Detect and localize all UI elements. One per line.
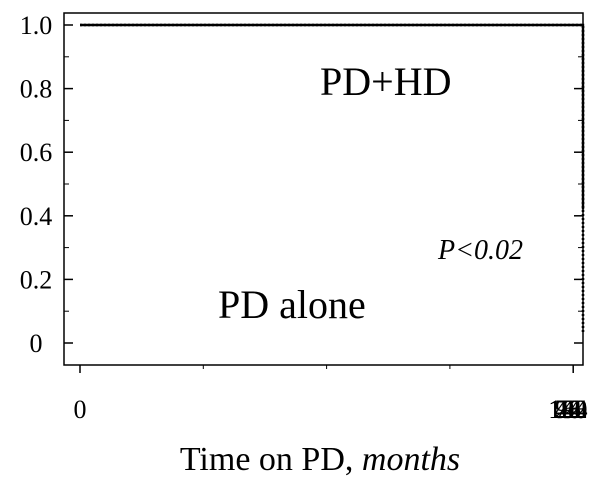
x-tick-label: 144 (549, 395, 588, 424)
x-tick-label: 0 (74, 395, 87, 424)
x-tick-label: 120 (549, 395, 588, 424)
x-tick-label: 192 (549, 395, 588, 424)
y-tick-label: 0 (30, 329, 43, 358)
y-axis-ticks: 0 0.2 0.4 0.6 0.8 1.0 (20, 11, 583, 358)
series-line-pd-hd (80, 23, 585, 210)
series-line-pd-alone (80, 23, 585, 334)
y-tick-label: 1.0 (20, 11, 53, 40)
y-tick-label: 0.4 (20, 202, 53, 231)
x-tick-label: 24 (555, 395, 581, 424)
x-axis-label-prefix: Time on PD, (180, 441, 362, 478)
x-axis-label: Time on PD, months (180, 441, 460, 478)
x-axis-label-unit: months (362, 441, 460, 478)
y-tick-label: 0.8 (20, 75, 53, 104)
series-label-pd-alone: PD alone (218, 282, 366, 327)
series-label-pd-hd: PD+HD (320, 59, 451, 104)
x-tick-label: 96 (555, 395, 581, 424)
x-tick-label: 72 (555, 395, 581, 424)
x-tick-label: 168 (549, 395, 588, 424)
x-tick-label: 48 (555, 395, 581, 424)
y-tick-label: 0.6 (20, 138, 53, 167)
p-value-annotation: P<0.02 (437, 235, 523, 266)
series-layer (80, 23, 585, 334)
y-tick-label: 0.2 (20, 265, 53, 294)
